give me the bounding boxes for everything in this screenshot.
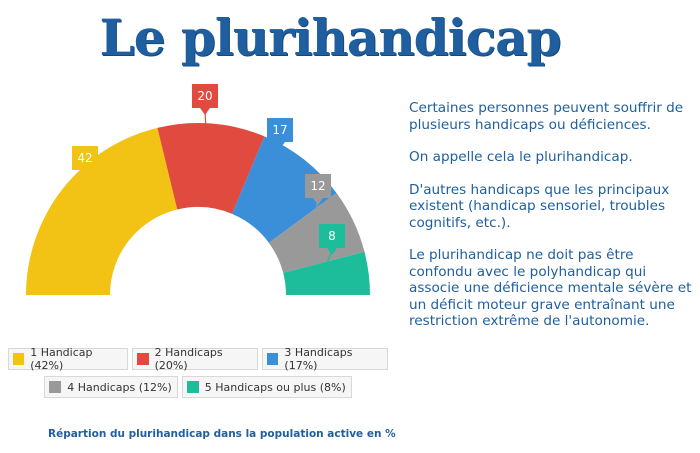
data-label-5-handicaps-ou-plus: 8 <box>319 224 345 280</box>
data-label-box <box>305 174 331 205</box>
data-label-leader-line <box>309 199 319 242</box>
arc-slice-3-handicaps[interactable] <box>231 136 337 243</box>
legend-row: 4 Handicaps (12%) 5 Handicaps ou plus (8… <box>8 376 388 398</box>
page-title: Le plurihandicap <box>99 8 562 67</box>
data-label-text: 20 <box>197 89 212 103</box>
legend-swatch <box>267 353 279 365</box>
data-label-text: 17 <box>272 123 287 137</box>
chart-caption: Répartion du plurihandicap dans la popul… <box>48 428 396 440</box>
description-paragraph: D'autres handicaps que les principaux ex… <box>409 181 670 231</box>
data-label-box <box>192 84 218 115</box>
description-paragraph: Certaines personnes peuvent souffrir de … <box>409 100 684 133</box>
data-label-leader-line <box>84 171 102 219</box>
description-panel: Certaines personnes peuvent souffrir de … <box>409 100 699 346</box>
description-paragraph: Le plurihandicap ne doit pas être confon… <box>409 247 692 329</box>
legend-row: 1 Handicap (42%) 2 Handicaps (20%) 3 Han… <box>8 346 389 372</box>
description-paragraph: On appelle cela le plurihandicap. <box>409 149 633 165</box>
data-label-leader-line <box>320 249 333 280</box>
legend-label: 1 Handicap (42%) <box>30 346 93 372</box>
data-label-3-handicaps: 17 <box>267 118 293 198</box>
legend-label: 3 Handicaps (17%) <box>284 346 353 372</box>
half-donut-chart: 42 20 17 12 8 <box>26 84 370 295</box>
data-label-4-handicaps: 12 <box>305 174 331 242</box>
legend-item-2-handicaps[interactable]: 2 Handicaps (20%) <box>132 346 259 372</box>
data-label-leader-line <box>204 109 209 172</box>
arc-slice-2-handicaps[interactable] <box>157 123 265 214</box>
legend-label: 4 Handicaps (12%) <box>67 380 172 394</box>
legend-swatch <box>186 381 199 393</box>
data-label-box <box>72 146 98 177</box>
data-label-box <box>267 118 293 149</box>
data-label-leader-line <box>274 143 281 198</box>
legend-item-5-handicaps-ou-plus[interactable]: 5 Handicaps ou plus (8%) <box>181 376 352 398</box>
legend-label: 5 Handicaps ou plus (8%) <box>204 380 346 394</box>
legend-swatch <box>49 381 62 393</box>
data-label-text: 12 <box>310 179 325 193</box>
legend-item-1-handicap[interactable]: 1 Handicap (42%) <box>8 346 129 372</box>
legend-label: 2 Handicaps (20%) <box>154 346 223 372</box>
data-label-box <box>319 224 345 255</box>
chart-legend: 1 Handicap (42%) 2 Handicaps (20%) 3 Han… <box>8 346 389 404</box>
data-label-1-handicap: 42 <box>72 146 102 219</box>
data-label-2-handicaps: 20 <box>192 84 218 172</box>
chart-data-labels: 42 20 17 12 8 <box>72 84 345 280</box>
chart-arcs <box>26 123 370 295</box>
data-label-text: 8 <box>328 229 336 243</box>
legend-swatch <box>137 353 149 365</box>
data-label-text: 42 <box>77 151 92 165</box>
arc-slice-5-handicaps-ou-plus[interactable] <box>283 251 370 295</box>
arc-slice-1-handicap[interactable] <box>26 127 178 295</box>
legend-item-4-handicaps[interactable]: 4 Handicaps (12%) <box>44 376 178 398</box>
arc-slice-4-handicaps[interactable] <box>268 193 365 273</box>
legend-item-3-handicaps[interactable]: 3 Handicaps (17%) <box>262 346 389 372</box>
legend-swatch <box>13 353 25 365</box>
